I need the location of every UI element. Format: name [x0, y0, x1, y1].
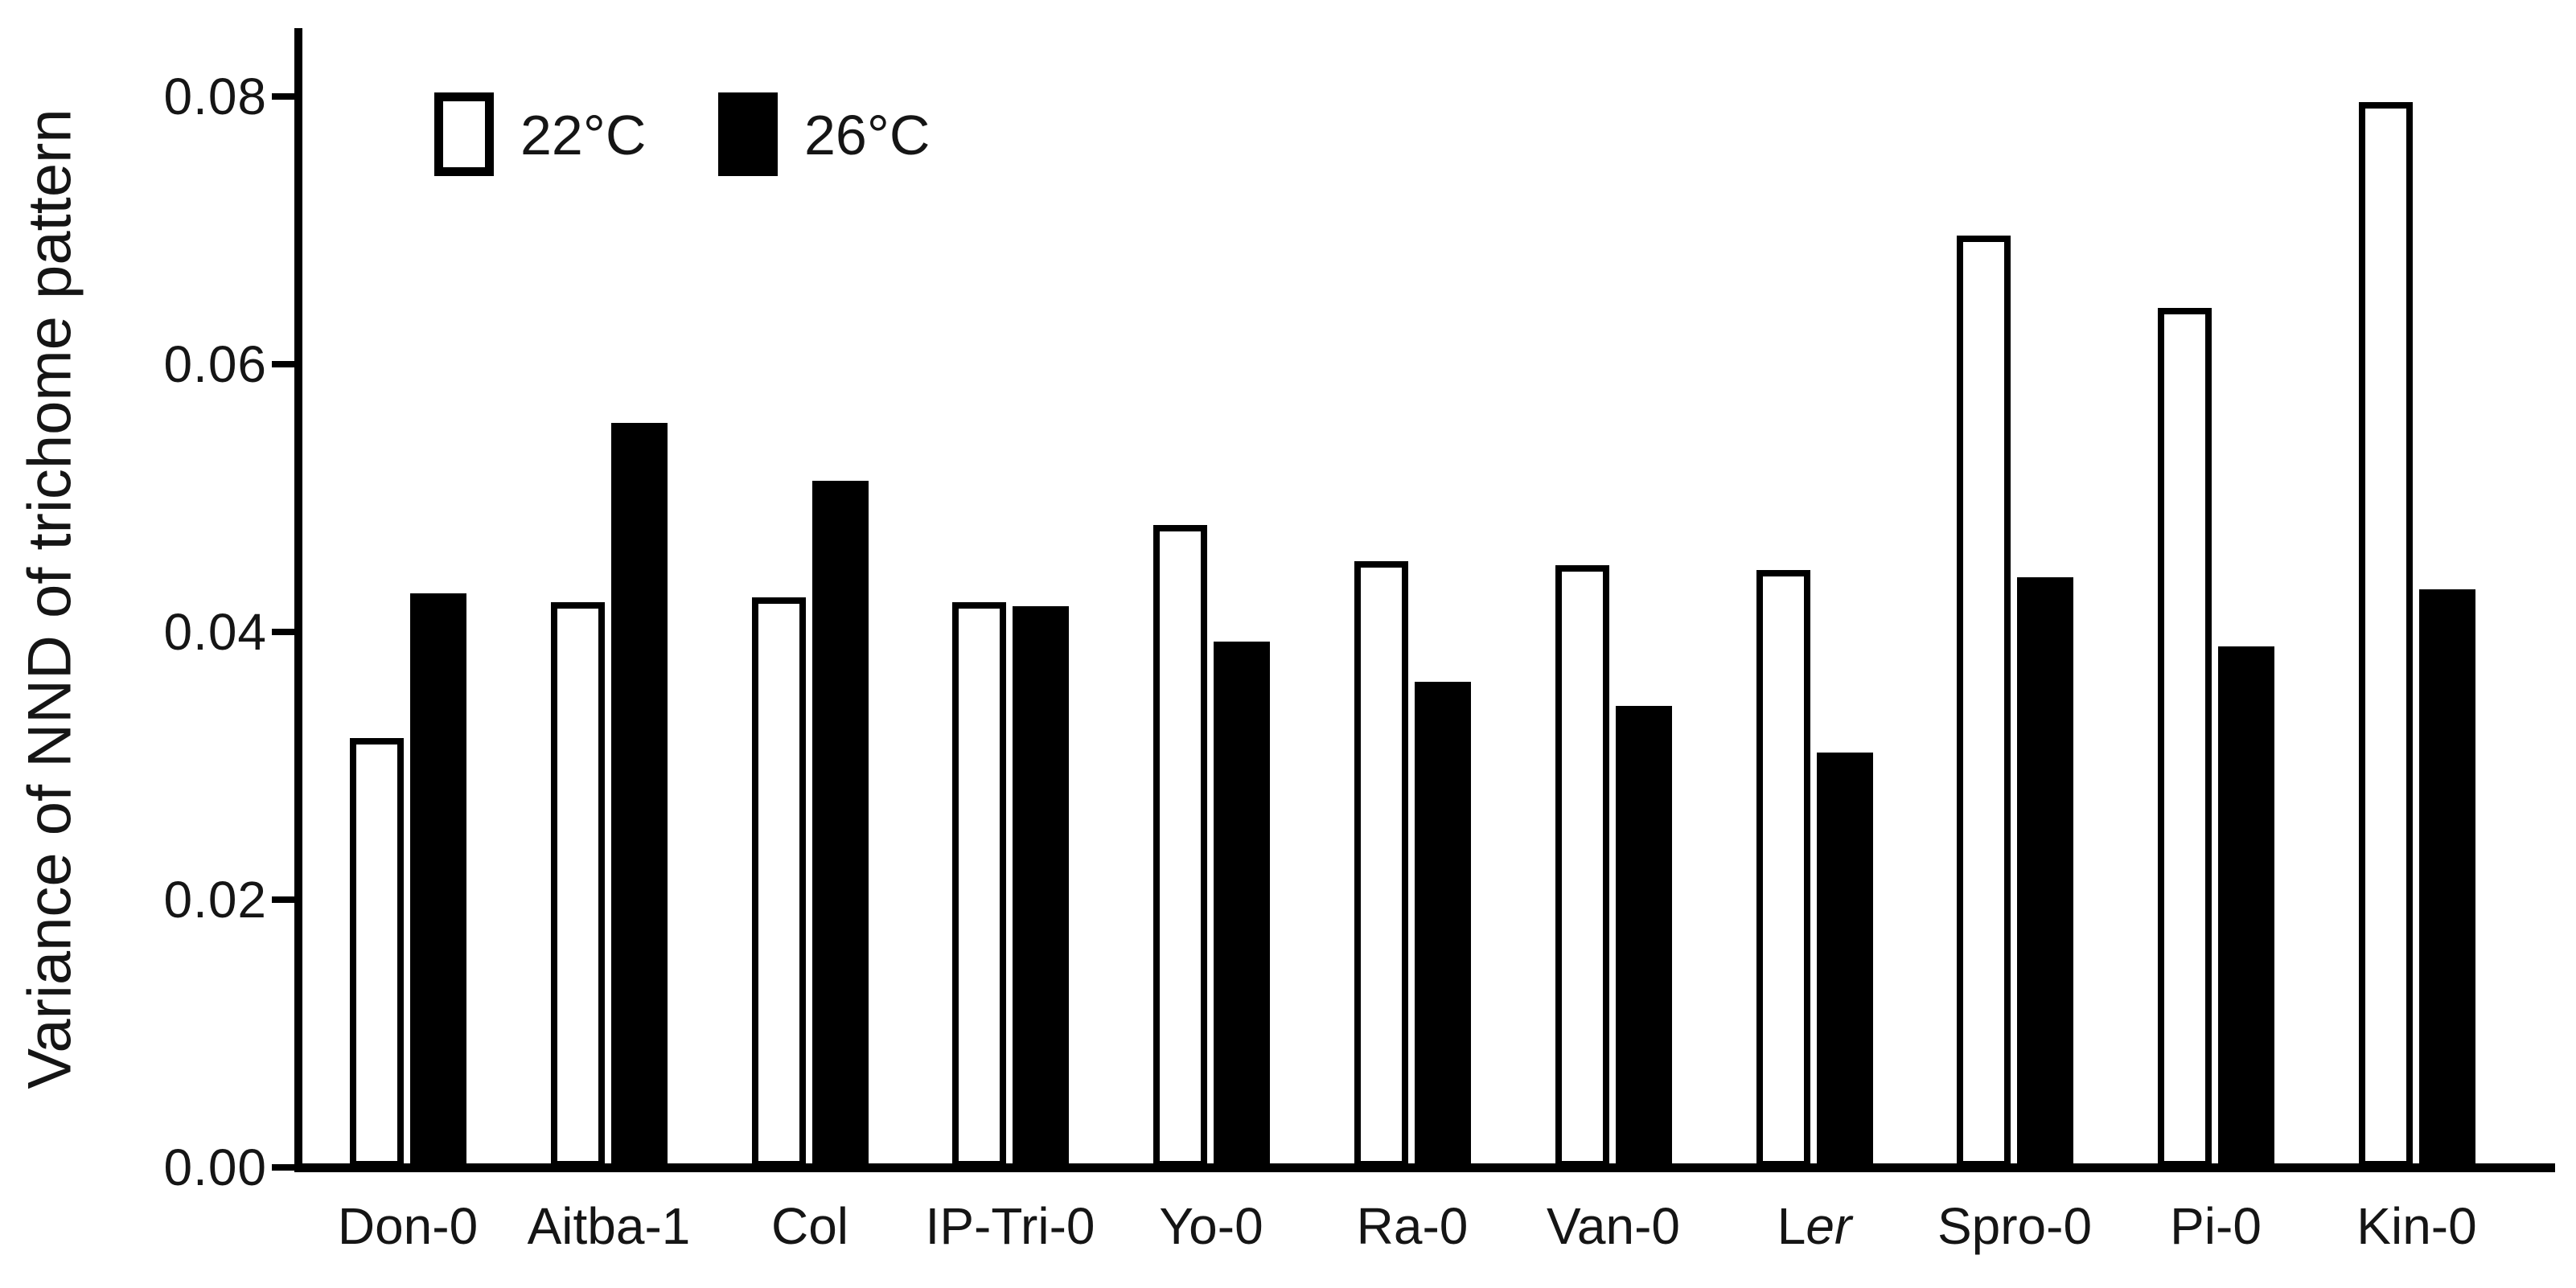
bar-yo-0-26-c: [1214, 642, 1270, 1167]
bar-aitba-1-26-c: [611, 423, 668, 1167]
x-tick-label-ler: Ler: [1777, 1197, 1852, 1255]
legend-swatch-22c: [434, 92, 494, 176]
bar-aitba-1-22-c: [551, 602, 605, 1167]
y-tick-label-0.08: 0.08: [163, 68, 267, 125]
bar-pi-0-22-c: [2158, 308, 2212, 1167]
x-axis-line: [294, 1163, 2555, 1172]
bar-kin-0-22-c: [2359, 102, 2413, 1167]
y-tick-label-0.00: 0.00: [163, 1138, 267, 1196]
bar-spro-0-22-c: [1957, 236, 2011, 1167]
y-axis-line: [294, 28, 302, 1172]
bar-yo-0-22-c: [1153, 525, 1207, 1167]
bar-van-0-26-c: [1616, 706, 1672, 1167]
y-tick-0.00: [272, 1164, 294, 1171]
bar-ra-0-22-c: [1354, 561, 1408, 1167]
bar-don-0-26-c: [410, 593, 466, 1167]
bar-ler-22-c: [1756, 570, 1810, 1167]
y-tick-label-0.04: 0.04: [163, 603, 267, 661]
bar-ler-26-c: [1817, 753, 1873, 1167]
y-tick-0.08: [272, 93, 294, 100]
x-tick-label-ra-0: Ra-0: [1356, 1197, 1469, 1255]
bar-ra-0-26-c: [1415, 682, 1471, 1167]
bar-pi-0-26-c: [2218, 646, 2274, 1167]
y-tick-0.06: [272, 361, 294, 367]
bar-col-26-c: [812, 481, 869, 1167]
bar-spro-0-26-c: [2017, 577, 2073, 1167]
x-tick-label-kin-0: Kin-0: [2356, 1197, 2477, 1255]
x-tick-label-don-0: Don-0: [337, 1197, 479, 1255]
bar-van-0-22-c: [1555, 565, 1609, 1167]
legend-label-26c: 26°C: [804, 104, 931, 166]
x-tick-label-yo-0: Yo-0: [1159, 1197, 1263, 1255]
bar-kin-0-26-c: [2419, 589, 2475, 1167]
bar-ip-tri-0-22-c: [952, 602, 1006, 1167]
x-tick-label-spro-0: Spro-0: [1937, 1197, 2093, 1255]
y-tick-label-0.02: 0.02: [163, 871, 267, 929]
bar-col-22-c: [752, 597, 806, 1167]
x-tick-label-pi-0: Pi-0: [2170, 1197, 2262, 1255]
legend-swatch-26c: [718, 92, 778, 176]
y-tick-0.04: [272, 629, 294, 635]
x-tick-label-aitba-1: Aitba-1: [527, 1197, 691, 1255]
y-axis-title: Variance of NND of trichome pattern: [15, 109, 84, 1089]
bar-don-0-22-c: [350, 738, 404, 1167]
x-tick-label-ip-tri-0: IP-Tri-0: [925, 1197, 1095, 1255]
bar-ip-tri-0-26-c: [1013, 606, 1069, 1167]
x-tick-label-van-0: Van-0: [1546, 1197, 1681, 1255]
y-tick-0.02: [272, 896, 294, 903]
x-tick-label-col: Col: [770, 1197, 849, 1255]
y-tick-label-0.06: 0.06: [163, 335, 267, 393]
legend-label-22c: 22°C: [520, 104, 647, 166]
